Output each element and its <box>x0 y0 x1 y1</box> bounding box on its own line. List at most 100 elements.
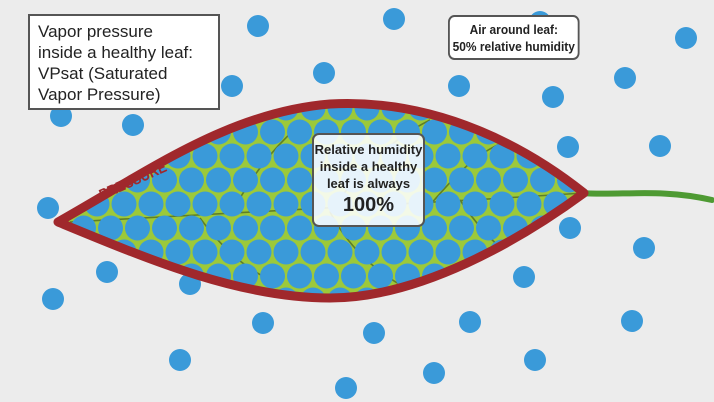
leaf-molecule <box>476 263 501 289</box>
leaf-molecule <box>165 191 191 217</box>
air-molecule <box>247 15 269 37</box>
leaf-molecule <box>327 239 353 265</box>
leaf-molecule <box>260 263 285 289</box>
leaf-molecule <box>179 167 204 193</box>
leaf-molecule <box>273 191 299 217</box>
leaf-molecule <box>557 263 582 289</box>
leaf-molecule <box>260 167 285 193</box>
leaf-molecule <box>476 215 501 241</box>
leaf-molecule <box>557 312 582 337</box>
air-molecule <box>614 67 636 89</box>
leaf-molecule <box>206 312 231 337</box>
rh-line-2: inside a healthy <box>319 159 418 174</box>
leaf-molecule <box>71 119 96 145</box>
leaf-molecule <box>98 215 123 241</box>
leaf-molecule <box>287 263 312 289</box>
leaf-molecule <box>435 239 461 265</box>
leaf-molecule <box>462 191 488 217</box>
leaf-molecule <box>138 191 164 217</box>
leaf-molecule <box>260 215 285 241</box>
air-molecule <box>559 217 581 239</box>
air-molecule <box>459 311 481 333</box>
leaf-molecule <box>435 287 461 298</box>
leaf-molecule <box>71 263 96 289</box>
air-molecule <box>122 114 144 136</box>
leaf-molecule <box>543 239 569 265</box>
leaf-humidity-callout: Relative humidity inside a healthy leaf … <box>312 133 425 227</box>
leaf-molecule <box>287 167 312 193</box>
leaf-molecule <box>408 239 434 265</box>
leaf-molecule <box>503 312 528 337</box>
leaf-molecule <box>98 119 123 145</box>
leaf-molecule <box>341 312 366 337</box>
leaf-molecule <box>260 119 285 145</box>
leaf-molecule <box>179 215 204 241</box>
leaf-molecule <box>300 239 326 265</box>
leaf-molecule <box>381 239 407 265</box>
leaf-molecule <box>408 287 434 298</box>
air-molecule <box>313 62 335 84</box>
air-molecule <box>448 75 470 97</box>
leaf-molecule <box>152 167 177 193</box>
leaf-molecule <box>287 215 312 241</box>
air-molecule <box>524 349 546 371</box>
leaf-molecule <box>462 287 488 298</box>
leaf-molecule <box>287 119 312 145</box>
leaf-molecule <box>422 119 447 145</box>
leaf-molecule <box>462 143 488 169</box>
leaf-molecule <box>246 239 272 265</box>
rh-value: 100% <box>342 194 395 216</box>
leaf-molecule <box>98 312 123 337</box>
air-line-2: 50% relative humidity <box>452 39 575 54</box>
air-molecule <box>633 237 655 259</box>
leaf-molecule <box>233 215 258 241</box>
leaf-molecule <box>287 312 312 337</box>
leaf-molecule <box>219 143 245 169</box>
leaf-molecule <box>489 143 515 169</box>
leaf-outline <box>53 99 589 303</box>
leaf-molecule <box>111 287 137 298</box>
leaf-stem <box>577 190 714 203</box>
leaf-molecule <box>489 103 515 121</box>
leaf-molecule <box>530 167 555 193</box>
leaf-molecule <box>516 239 542 265</box>
leaf-molecule <box>543 287 569 298</box>
air-molecule <box>423 362 445 384</box>
air-molecule <box>383 8 405 30</box>
leaf-molecule <box>435 191 461 217</box>
air-line-1: Air around leaf: <box>469 22 558 37</box>
vapor-pressure-callout: Vapor pressure inside a healthy leaf: VP… <box>28 14 220 110</box>
leaf-molecule <box>58 239 83 265</box>
leaf-molecule <box>530 312 555 337</box>
leaf-molecule <box>165 239 191 265</box>
leaf-molecule <box>233 167 258 193</box>
leaf-molecule <box>125 215 150 241</box>
leaf-molecule <box>58 143 83 169</box>
leaf-molecule <box>368 263 393 289</box>
air-molecule <box>542 86 564 108</box>
air-molecule <box>363 322 385 344</box>
air-molecule <box>42 288 64 310</box>
vapor-line-2: inside a healthy leaf: <box>38 43 193 62</box>
leaf-molecule <box>152 312 177 337</box>
vapor-line-3: VPsat (Saturated <box>38 64 168 83</box>
leaf-molecule <box>516 191 542 217</box>
vapor-line-1: Vapor pressure <box>38 22 153 41</box>
leaf-molecule <box>206 215 231 241</box>
leaf-molecule <box>273 143 299 169</box>
air-molecule <box>335 377 357 399</box>
leaf-molecule <box>192 143 218 169</box>
air-water-molecules <box>37 8 697 399</box>
leaf-molecule <box>111 143 137 169</box>
rh-line-3: leaf is always <box>326 176 411 191</box>
leaf-molecule <box>570 239 584 265</box>
leaf-molecule <box>125 312 150 337</box>
leaf-molecule <box>516 103 542 121</box>
leaf-molecule <box>179 312 204 337</box>
air-molecule <box>221 75 243 97</box>
leaf-molecule <box>449 215 474 241</box>
air-molecule <box>621 310 643 332</box>
leaf-molecule <box>530 119 555 145</box>
air-molecule <box>675 27 697 49</box>
